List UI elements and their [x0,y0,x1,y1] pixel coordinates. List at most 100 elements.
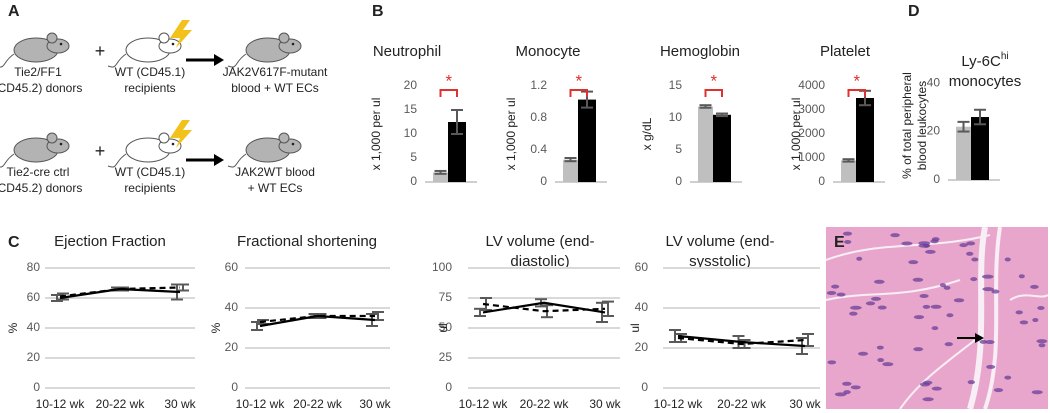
x-tick-label: 30 wk [789,397,821,411]
nucleus [922,397,934,402]
x-tick-label: 10-12 wk [36,397,86,411]
recipient-label: WT (CD45.1) [115,165,185,179]
y-tick-label: 5 [410,150,417,164]
histology-image [826,227,1048,409]
nucleus [843,390,851,395]
series-line [677,334,806,348]
tissue-gap [967,226,988,410]
bar [856,98,874,182]
series-line [482,302,606,313]
nucleus [1032,318,1039,323]
y-tick-label: 40 [927,75,941,89]
bar [448,122,466,182]
nucleus [919,382,931,387]
chart-title: Platelet [820,43,871,60]
panel-label: B [372,3,384,20]
nucleus [849,311,858,316]
nucleus [844,239,852,244]
nucleus [834,392,847,397]
nucleus [877,305,887,310]
nucleus [959,243,968,248]
tissue-gap [825,234,991,261]
nucleus [1019,320,1029,325]
y-tick-label: 40 [225,300,239,314]
mouse-eye [59,142,63,146]
donor-label: (CD45.2) donors [0,181,82,195]
y-tick-label: 0 [933,172,940,186]
chart-title-superscript: hi [1001,51,1009,62]
bar [698,106,713,182]
bar [956,126,971,180]
tissue-gap [983,226,1002,410]
nucleus [865,301,876,306]
nucleus [919,294,929,299]
significance-star: * [853,71,860,90]
chart-title: Neutrophil [373,43,441,60]
bar [713,114,731,182]
nucleus [1036,339,1048,344]
nucleus [985,340,995,345]
y-tick-label: 1.2 [530,78,547,92]
mouse-eye [291,142,295,146]
series-line [59,286,181,298]
recipient-label: recipients [124,81,175,95]
x-tick-label: 20-22 wk [96,397,146,411]
tissue-gap [1009,294,1049,301]
nucleus [836,292,846,297]
significance-star: * [710,71,717,90]
y-axis-label: ul [436,323,450,332]
nucleus [953,298,965,303]
y-tick-label: 50 [439,320,453,334]
nucleus [877,358,885,363]
y-tick-label: 0.8 [530,110,547,124]
nucleus [979,339,988,344]
y-tick-label: 0 [410,174,417,188]
y-tick-label: 0 [641,380,648,394]
mouse-ear [278,32,290,44]
nucleus [870,296,882,301]
nucleus [826,290,837,295]
nucleus [857,351,869,356]
nucleus [1038,343,1046,348]
nucleus [849,305,862,310]
y-tick-label: 25 [439,350,453,364]
chart-title: Fractional shortening [237,233,377,250]
significance-bracket [439,89,458,97]
mouse-ear [46,132,58,144]
mouse-eye [59,42,63,46]
significance-star: * [575,71,582,90]
arrow-head [214,54,224,66]
nucleus [842,231,853,236]
chart-title: LV volume (end- [486,233,595,250]
nucleus [912,277,924,282]
y-tick-label: 15 [669,78,683,92]
bar [433,172,448,182]
y-axis-label: blood leukocytes [915,81,929,170]
chart-title: sysstolic) [689,253,751,270]
y-tick-label: 10 [669,110,683,124]
y-axis-label: % of total peripheral [900,72,914,179]
significance-star: * [445,71,452,90]
chart-title: Ly-6Chi [961,51,1008,70]
y-tick-label: 20 [635,340,649,354]
mouse-tail [0,53,15,68]
y-tick-label: 10 [404,126,418,140]
x-tick-label: 10-12 wk [236,397,286,411]
mouse-eye [171,42,175,46]
bar [841,160,856,182]
y-tick-label: 100 [432,260,452,274]
lightning [170,20,192,48]
recipient-label: recipients [124,181,175,195]
chart-title: LV volume (end- [666,233,775,250]
y-tick-label: 2000 [798,126,825,140]
chart-subtitle: monocytes [949,73,1022,90]
chart-title: Hemoglobin [660,43,740,60]
nucleus [991,289,1000,294]
x-tick-label: 10-12 wk [654,397,704,411]
tissue-gap [899,339,976,410]
panel-label: C [8,234,20,251]
panel-label: D [908,3,920,20]
nucleus [1015,310,1023,315]
y-tick-label: 1000 [798,150,825,164]
y-tick-label: 15 [404,102,418,116]
